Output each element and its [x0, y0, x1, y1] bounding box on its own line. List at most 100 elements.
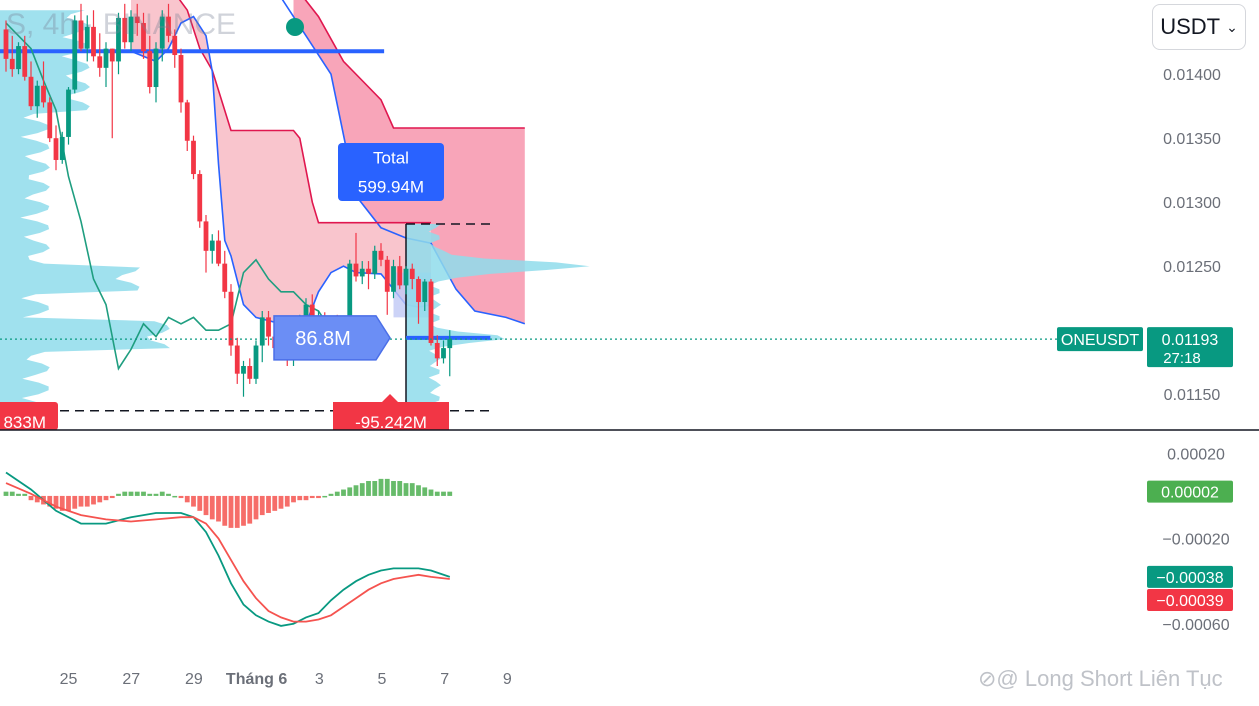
- symbol-tag-text: ONEUSDT: [1061, 332, 1139, 349]
- candle-body: [303, 304, 309, 324]
- candle-body: [53, 138, 59, 160]
- macd-histogram-bar: [403, 483, 409, 496]
- candle-body: [359, 268, 365, 277]
- macd-histogram-bar: [97, 495, 103, 503]
- candle-body: [222, 263, 228, 292]
- chevron-down-icon: ⌄: [1226, 18, 1238, 35]
- candle-body: [447, 339, 453, 349]
- candle-body: [241, 366, 246, 374]
- macd-histogram-bar: [309, 495, 315, 499]
- macd-value-bg: [1147, 480, 1233, 503]
- candle-body: [353, 263, 359, 277]
- delta-tag-bg: [333, 394, 449, 430]
- candle-body: [34, 85, 40, 107]
- left-volume-profile: [0, 10, 170, 407]
- candle-body: [347, 263, 353, 336]
- price-tick-label: 0.01250: [1163, 259, 1221, 276]
- candle-body: [116, 17, 121, 62]
- senkou-a-line: [304, 0, 525, 129]
- macd-histogram-bar: [353, 485, 359, 496]
- candle-body: [122, 17, 128, 43]
- macd-histogram-bar: [66, 495, 71, 511]
- candle-body: [134, 16, 140, 24]
- time-tick-label: 25: [60, 671, 78, 688]
- candle-body: [91, 26, 96, 57]
- macd-histogram-bar: [384, 478, 390, 496]
- macd-histogram-bar: [91, 495, 96, 505]
- candle-body: [97, 56, 103, 68]
- macd-histogram-bar: [22, 493, 28, 496]
- macd-histogram-bar: [316, 495, 321, 499]
- macd-histogram-bar: [291, 495, 296, 503]
- macd-histogram-bar: [47, 495, 53, 507]
- macd-histogram-bar: [147, 493, 153, 496]
- macd-value-text: 0.00002: [1161, 485, 1219, 502]
- macd-histogram-bar: [359, 483, 365, 496]
- macd-histogram-bar: [228, 495, 234, 528]
- candle-body: [9, 58, 15, 70]
- macd-histogram-bar: [103, 495, 109, 501]
- macd-histogram-bar: [109, 495, 115, 499]
- candle-body: [191, 140, 196, 175]
- macd-histogram-bar: [28, 495, 34, 501]
- overlay-annotations: 86.8M Total 599.94M -95.242M 833M: [0, 18, 1145, 432]
- macd-histogram-bar: [9, 491, 15, 496]
- macd-histogram-bar: [84, 495, 90, 507]
- currency-label: USDT: [1160, 14, 1221, 39]
- macd-histogram-bar: [328, 493, 334, 496]
- macd-histogram-bar: [184, 495, 190, 503]
- time-tick-label: 7: [440, 671, 449, 688]
- signal-line: [5, 482, 450, 623]
- candle-body: [378, 250, 384, 260]
- currency-selector-button[interactable]: USDT ⌄: [1152, 4, 1246, 50]
- symbol-tag-bg: [1057, 327, 1143, 352]
- candle-body: [203, 221, 209, 251]
- macd-histogram-bar: [197, 495, 203, 511]
- candle-body: [384, 259, 390, 292]
- price-tick-label: 0.01300: [1163, 195, 1221, 212]
- poc-volume-tag: 86.8M: [273, 315, 391, 361]
- macd-histogram-bar: [347, 487, 353, 496]
- macd-tick-label: −0.00020: [1162, 532, 1229, 549]
- delta-volume-tag: -95.242M: [333, 394, 449, 432]
- macd-histogram-bar: [34, 495, 40, 503]
- candle-body: [128, 16, 134, 43]
- macd-histogram-bar: [284, 495, 290, 507]
- candle-body: [141, 23, 146, 52]
- macd-histogram-bar: [253, 495, 259, 520]
- last-price-text: 0.01193: [1162, 332, 1219, 349]
- macd-value-tag: −0.00038: [1147, 565, 1233, 588]
- macd-histogram-bar: [172, 495, 178, 498]
- macd-histogram-bar: [341, 489, 346, 496]
- time-tick-label: 5: [378, 671, 387, 688]
- macd-histogram-bar: [272, 495, 278, 511]
- candle-body: [441, 348, 446, 359]
- macd-histogram-bar: [378, 478, 384, 496]
- macd-histogram-bar: [322, 495, 328, 498]
- macd-line: [5, 471, 451, 627]
- macd-histogram-bar: [266, 495, 271, 513]
- macd-histogram-bar: [216, 495, 221, 522]
- macd-histogram-bar: [128, 491, 134, 496]
- time-tick-label: 3: [315, 671, 324, 688]
- macd-value-tag: 0.00002: [1147, 480, 1233, 503]
- macd-histogram-bar: [259, 495, 265, 516]
- candle-body: [103, 48, 109, 68]
- candle-body: [247, 366, 253, 379]
- macd-histogram-bar: [241, 495, 246, 526]
- macd-histogram-bar: [278, 495, 284, 509]
- candle-body: [3, 29, 9, 59]
- candle-body: [59, 136, 65, 160]
- chart-title: S, 4h · BINANCE: [6, 8, 237, 41]
- candle-body: [428, 281, 434, 343]
- candle-body: [41, 85, 46, 103]
- candle-body: [253, 345, 259, 379]
- candle-body: [47, 102, 53, 139]
- macd-histogram-bar: [166, 493, 171, 496]
- macd-histogram-bar: [247, 495, 253, 524]
- macd-histogram-bar: [416, 485, 421, 496]
- macd-value-bg: [1147, 565, 1233, 588]
- candle-body: [409, 268, 415, 279]
